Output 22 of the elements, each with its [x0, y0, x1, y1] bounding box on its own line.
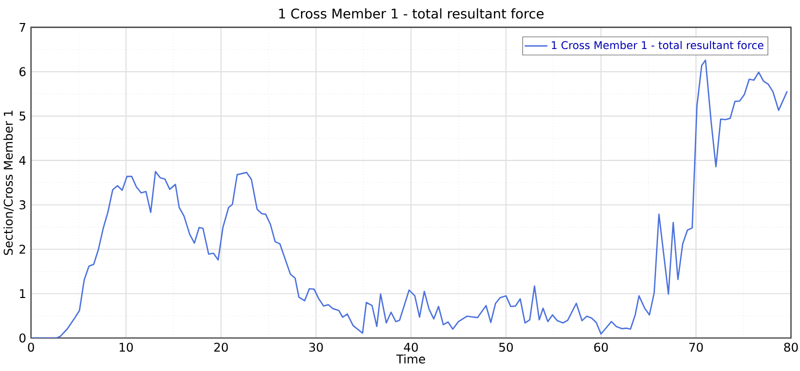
x-axis-title: Time — [396, 354, 426, 364]
y-tick-label: 5 — [20, 112, 26, 121]
y-tick-label: 4 — [19, 156, 26, 165]
x-tick-label: 20 — [214, 342, 228, 352]
x-tick-label: 80 — [784, 342, 798, 352]
chart-title: 1 Cross Member 1 - total resultant force — [279, 8, 544, 19]
y-tick-label: 0 — [19, 333, 26, 343]
x-tick-label: 60 — [594, 342, 608, 352]
x-tick-label: 70 — [689, 342, 703, 352]
y-tick-label: 3 — [20, 200, 26, 210]
x-tick-label: 0 — [28, 342, 34, 352]
x-tick-label: 10 — [120, 342, 133, 352]
x-tick-label: 50 — [499, 342, 513, 352]
line-series — [31, 60, 788, 338]
y-tick-label: 6 — [20, 67, 26, 76]
y-axis-title: Section/Cross Member 1 — [3, 110, 14, 255]
y-tick-label: 1 — [20, 289, 26, 298]
x-tick-label: 40 — [404, 342, 418, 352]
y-tick-label: 7 — [20, 22, 26, 32]
legend-label: 1 Cross Member 1 - total resultant force — [552, 40, 764, 50]
y-tick-label: 2 — [20, 244, 26, 254]
x-tick-label: 30 — [309, 342, 323, 352]
